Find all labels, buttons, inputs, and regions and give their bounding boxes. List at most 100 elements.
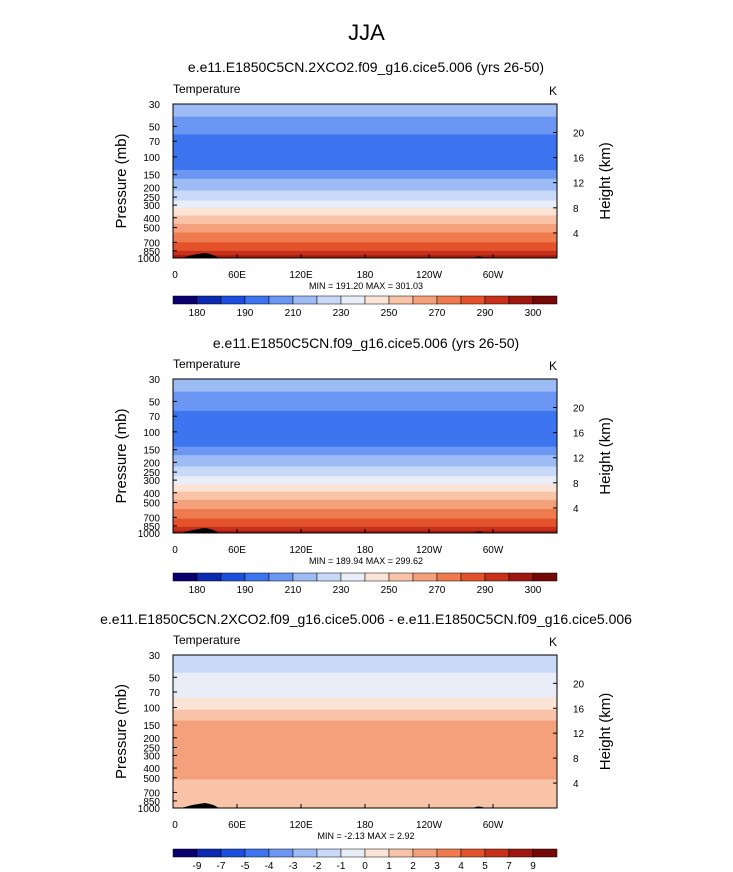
x-tick-label: 120E xyxy=(289,820,313,831)
y2-axis-label: Height (km) xyxy=(597,142,614,220)
colorbar-cell xyxy=(484,572,510,582)
contour-band xyxy=(173,484,557,493)
chart-panel-3: e.e11.E1850C5CN.2XCO2.f09_g16.cice5.006 … xyxy=(100,611,632,872)
contour-band xyxy=(173,446,557,456)
x-tick-label: 0 xyxy=(172,545,178,556)
contour-band xyxy=(173,720,557,780)
y-tick-label: 70 xyxy=(149,137,161,148)
contour-band xyxy=(173,655,557,674)
x-tick-label: 60E xyxy=(228,270,246,281)
y-tick-label: 850 xyxy=(143,522,160,533)
contour-band xyxy=(173,499,557,510)
chart-title: e.e11.E1850C5CN.2XCO2.f09_g16.cice5.006 … xyxy=(100,611,632,627)
y-tick-label: 100 xyxy=(143,704,160,715)
units-label: K xyxy=(549,84,557,98)
contour-band xyxy=(173,410,557,448)
y2-tick-label: 20 xyxy=(573,679,585,690)
colorbar-cell xyxy=(508,572,534,582)
contour-band xyxy=(173,170,557,180)
contour-band xyxy=(173,518,557,528)
colorbar-label: 2 xyxy=(410,861,416,872)
colorbar-cell xyxy=(412,295,438,305)
x-tick-label: 0 xyxy=(172,820,178,831)
colorbar-label: 180 xyxy=(189,585,206,596)
y2-tick-label: 4 xyxy=(573,779,579,790)
contour-band xyxy=(173,779,557,809)
colorbar-label: 9 xyxy=(530,861,536,872)
colorbar-cell xyxy=(532,572,558,582)
colorbar: 180 190 210 230 250 270 290 300 xyxy=(172,572,558,596)
colorbar-cell xyxy=(364,295,390,305)
colorbar-label: 210 xyxy=(285,308,302,319)
contour-band xyxy=(173,672,557,699)
variable-label: Temperature xyxy=(173,357,241,371)
x-tick-label: 60E xyxy=(228,545,246,556)
colorbar-label: 300 xyxy=(525,585,542,596)
x-tick-label: 180 xyxy=(357,270,374,281)
colorbar-cell xyxy=(412,572,438,582)
colorbar-cell xyxy=(196,295,222,305)
contour-band xyxy=(173,709,557,722)
y2-tick-label: 4 xyxy=(573,229,579,240)
colorbar-cell xyxy=(196,572,222,582)
contour-band xyxy=(173,466,557,477)
colorbar-cell xyxy=(340,848,366,858)
topography-mark xyxy=(181,528,219,533)
y-tick-label: 200 xyxy=(143,734,160,745)
contour-band xyxy=(173,697,557,711)
chart-panel-2: e.e11.E1850C5CN.f09_g16.cice5.006 (yrs 2… xyxy=(113,335,614,596)
colorbar-cell xyxy=(484,295,510,305)
y-tick-label: 500 xyxy=(143,774,160,785)
x-tick-label: 60E xyxy=(228,820,246,831)
colorbar-cell xyxy=(172,572,198,582)
units-label: K xyxy=(549,359,557,373)
y2-tick-label: 8 xyxy=(573,204,579,215)
y-tick-label: 200 xyxy=(143,183,160,194)
x-tick-label: 120E xyxy=(289,270,313,281)
colorbar-cell xyxy=(292,572,318,582)
colorbar-cell xyxy=(316,572,342,582)
colorbar-label: 0 xyxy=(362,861,368,872)
colorbar-cell xyxy=(340,295,366,305)
colorbar-cell xyxy=(244,848,270,858)
colorbar-label: -3 xyxy=(289,861,298,872)
colorbar-cell xyxy=(388,572,414,582)
colorbar-label: 190 xyxy=(237,585,254,596)
y-tick-label: 50 xyxy=(149,397,161,408)
y-tick-label: 250 xyxy=(143,193,160,204)
y-tick-label: 850 xyxy=(143,797,160,808)
variable-label: Temperature xyxy=(173,82,241,96)
x-tick-label: 180 xyxy=(357,545,374,556)
y-tick-label: 400 xyxy=(143,764,160,775)
y-tick-label: 150 xyxy=(143,171,160,182)
contour-band xyxy=(173,134,557,171)
contour-band xyxy=(173,190,557,201)
y-tick-label: 850 xyxy=(143,247,160,258)
colorbar-label: 3 xyxy=(434,861,440,872)
colorbar-label: -9 xyxy=(193,861,202,872)
colorbar-label: 5 xyxy=(482,861,488,872)
y-tick-label: 200 xyxy=(143,458,160,469)
colorbar-cell xyxy=(292,848,318,858)
colorbar-cell xyxy=(220,848,246,858)
colorbar-cell xyxy=(244,572,270,582)
colorbar: 180 190 210 230 250 270 290 300 xyxy=(172,295,558,319)
colorbar-cell xyxy=(220,295,246,305)
y2-tick-label: 12 xyxy=(573,179,585,190)
colorbar-cell xyxy=(436,572,462,582)
colorbar-cell xyxy=(508,295,534,305)
contour-band xyxy=(173,491,557,501)
colorbar-cell xyxy=(436,848,462,858)
y-tick-label: 400 xyxy=(143,214,160,225)
colorbar-cell xyxy=(484,848,510,858)
contour-band xyxy=(173,207,557,216)
y-tick-label: 300 xyxy=(143,476,160,487)
y2-tick-label: 8 xyxy=(573,479,579,490)
topography-mark xyxy=(181,253,219,258)
contour-band xyxy=(173,509,557,519)
y2-tick-label: 8 xyxy=(573,754,579,765)
y-tick-label: 500 xyxy=(143,499,160,510)
colorbar-cell xyxy=(172,295,198,305)
y-axis-label: Pressure (mb) xyxy=(113,133,130,228)
